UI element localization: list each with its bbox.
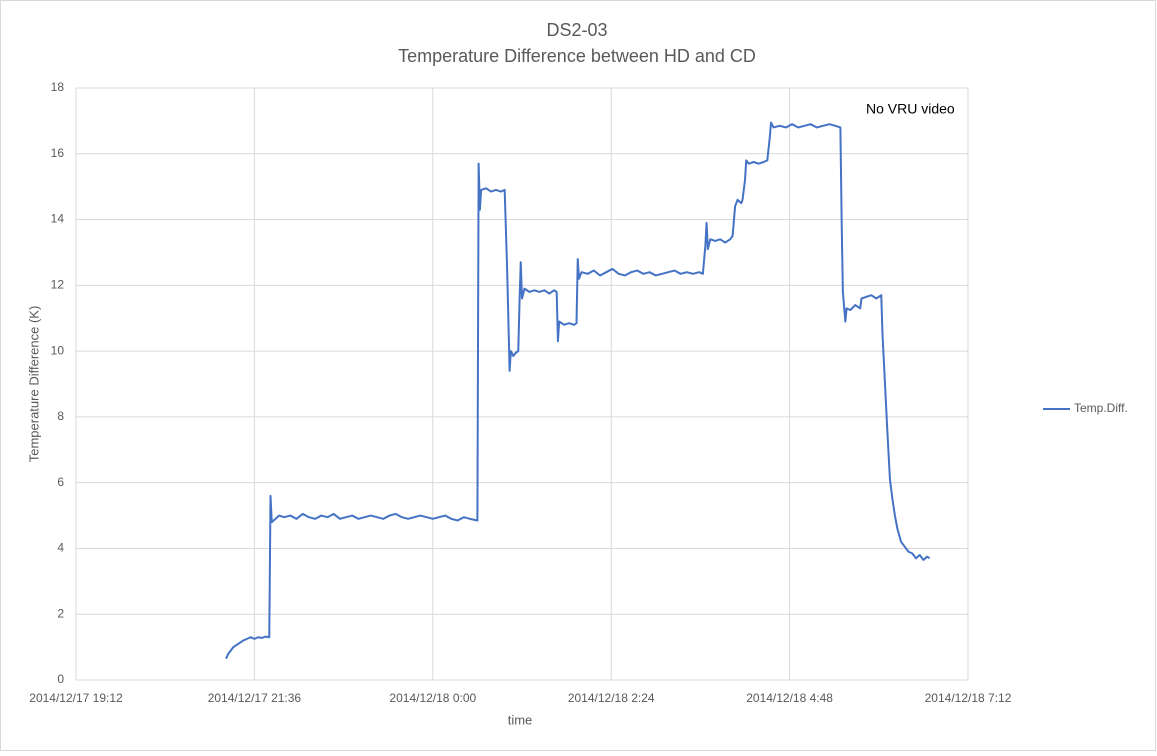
x-tick-label: 2014/12/18 2:24 (568, 691, 655, 705)
y-tick-label: 8 (57, 409, 64, 423)
chart-title: DS2-03 (546, 20, 607, 40)
y-tick-label: 6 (57, 475, 64, 489)
y-tick-label: 2 (57, 606, 64, 620)
y-tick-label: 4 (57, 541, 64, 555)
x-tick-label: 2014/12/17 21:36 (208, 691, 302, 705)
x-tick-label: 2014/12/17 19:12 (29, 691, 123, 705)
x-tick-label: 2014/12/18 4:48 (746, 691, 833, 705)
y-tick-label: 12 (51, 278, 65, 292)
y-axis-label: Temperature Difference (K) (26, 306, 41, 463)
legend-label: Temp.Diff. (1074, 401, 1128, 415)
x-tick-label: 2014/12/18 7:12 (925, 691, 1012, 705)
y-tick-label: 10 (51, 343, 65, 357)
x-tick-label: 2014/12/18 0:00 (389, 691, 476, 705)
y-tick-label: 18 (51, 80, 65, 94)
chart-subtitle: Temperature Difference between HD and CD (398, 46, 756, 66)
y-tick-label: 0 (57, 672, 64, 686)
y-tick-label: 16 (51, 146, 65, 160)
x-axis-label: time (508, 712, 533, 727)
y-tick-label: 14 (51, 212, 65, 226)
annotation: No VRU video (866, 101, 955, 117)
data-line (225, 121, 931, 660)
